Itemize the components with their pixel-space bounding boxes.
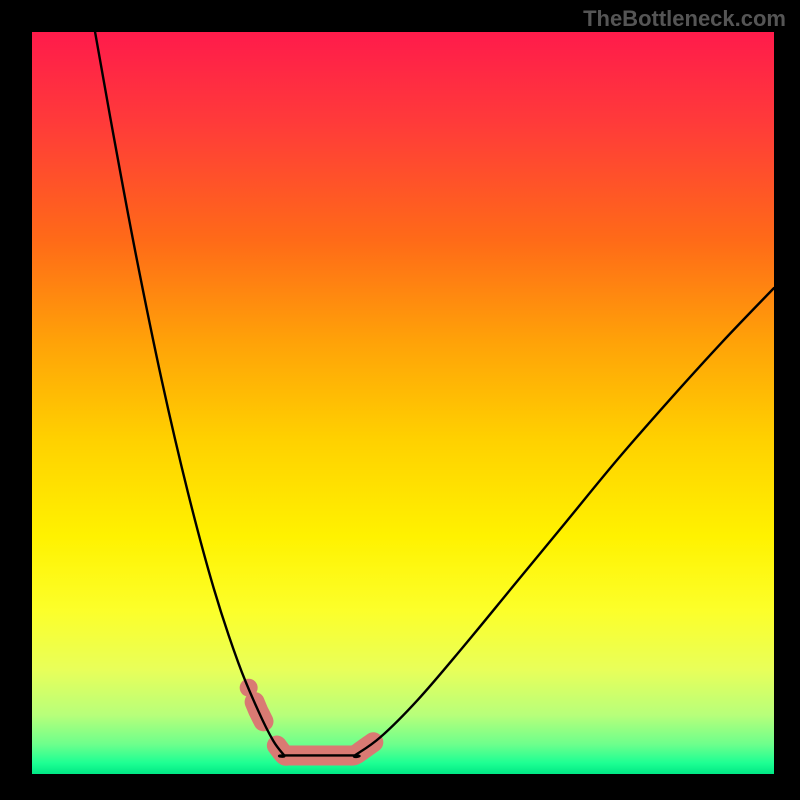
curve-layer: [32, 32, 774, 774]
bottleneck-curve: [95, 32, 774, 757]
watermark-text: TheBottleneck.com: [583, 6, 786, 32]
chart-container: TheBottleneck.com: [0, 0, 800, 800]
plot-area: [32, 32, 774, 774]
